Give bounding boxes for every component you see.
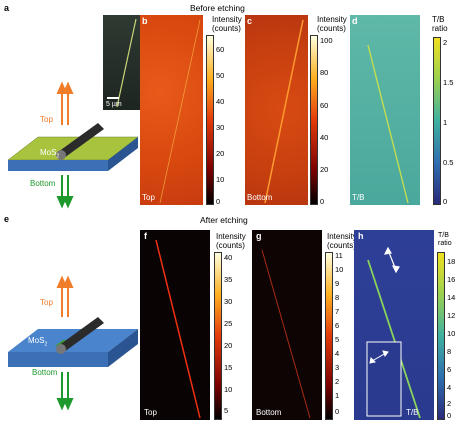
- label-top-a: Top: [40, 115, 53, 124]
- colorbar-title-h: T/B ratio: [438, 232, 452, 247]
- colorbar-b: [206, 35, 214, 205]
- scalebar-label: 5 µm: [106, 101, 122, 108]
- colorbar-c: [310, 35, 318, 205]
- panel-letter-g: g: [256, 231, 262, 241]
- colorbar-title-g: Intensity (counts): [327, 232, 357, 250]
- colorbar-title-d: T/B ratio: [432, 15, 448, 33]
- map-ratio-before: d T/B: [350, 15, 420, 205]
- corner-label-g: Bottom: [256, 408, 282, 417]
- panel-letter-b: b: [142, 16, 148, 26]
- schematic-before: [0, 75, 140, 215]
- ticks-d: 2 1.5 1 0.5 0: [443, 38, 454, 206]
- scalebar: [107, 97, 119, 99]
- corner-label-b: Top: [142, 193, 155, 202]
- section-letter-a: a: [4, 3, 10, 13]
- corner-label-h: T/B: [406, 408, 419, 417]
- label-top-e: Top: [40, 298, 53, 307]
- panel-letter-f: f: [144, 231, 147, 241]
- heading-after-etching: After etching: [200, 215, 248, 225]
- colorbar-g: [325, 252, 333, 420]
- ticks-g: 11 10 9 8 7 6 5 4 3 2 1 0: [335, 251, 344, 416]
- label-bottom-e: Bottom: [32, 368, 58, 377]
- colorbar-title-f: Intensity (counts): [216, 232, 246, 250]
- colorbar-title-c: Intensity (counts): [317, 15, 347, 33]
- map-top-after: f Top: [140, 230, 210, 420]
- label-mos2-e: MoS2: [28, 336, 48, 348]
- panel-letter-d: d: [352, 16, 358, 26]
- corner-label-d: T/B: [352, 193, 365, 202]
- map-ratio-after: h T/B: [354, 230, 434, 420]
- inset-sem-image: 5 µm: [103, 15, 140, 110]
- colorbar-f: [214, 252, 222, 420]
- ticks-b: 60 50 40 30 20 10 0: [216, 45, 225, 206]
- corner-label-c: Bottom: [247, 193, 273, 202]
- label-mos2-a: MoS2: [40, 148, 60, 160]
- ticks-h: 18 16 14 12 10 8 6 4 2 0: [447, 257, 456, 420]
- colorbar-h: [437, 252, 445, 420]
- colorbar-title-b: Intensity (counts): [212, 15, 242, 33]
- panel-letter-h: h: [358, 231, 364, 241]
- label-bottom-a: Bottom: [30, 179, 56, 188]
- panel-letter-c: c: [247, 16, 253, 26]
- ticks-c: 100 80 60 40 20 0: [320, 36, 333, 206]
- section-letter-e: e: [4, 214, 10, 224]
- map-bottom-after: g Bottom: [252, 230, 322, 420]
- map-top-before: b Top: [140, 15, 203, 205]
- map-bottom-before: c Bottom: [245, 15, 308, 205]
- colorbar-d: [433, 37, 441, 205]
- ticks-f: 40 35 30 25 20 15 10 5: [224, 253, 233, 415]
- heading-before-etching: Before etching: [190, 3, 245, 13]
- schematic-after: [0, 272, 140, 422]
- corner-label-f: Top: [144, 408, 157, 417]
